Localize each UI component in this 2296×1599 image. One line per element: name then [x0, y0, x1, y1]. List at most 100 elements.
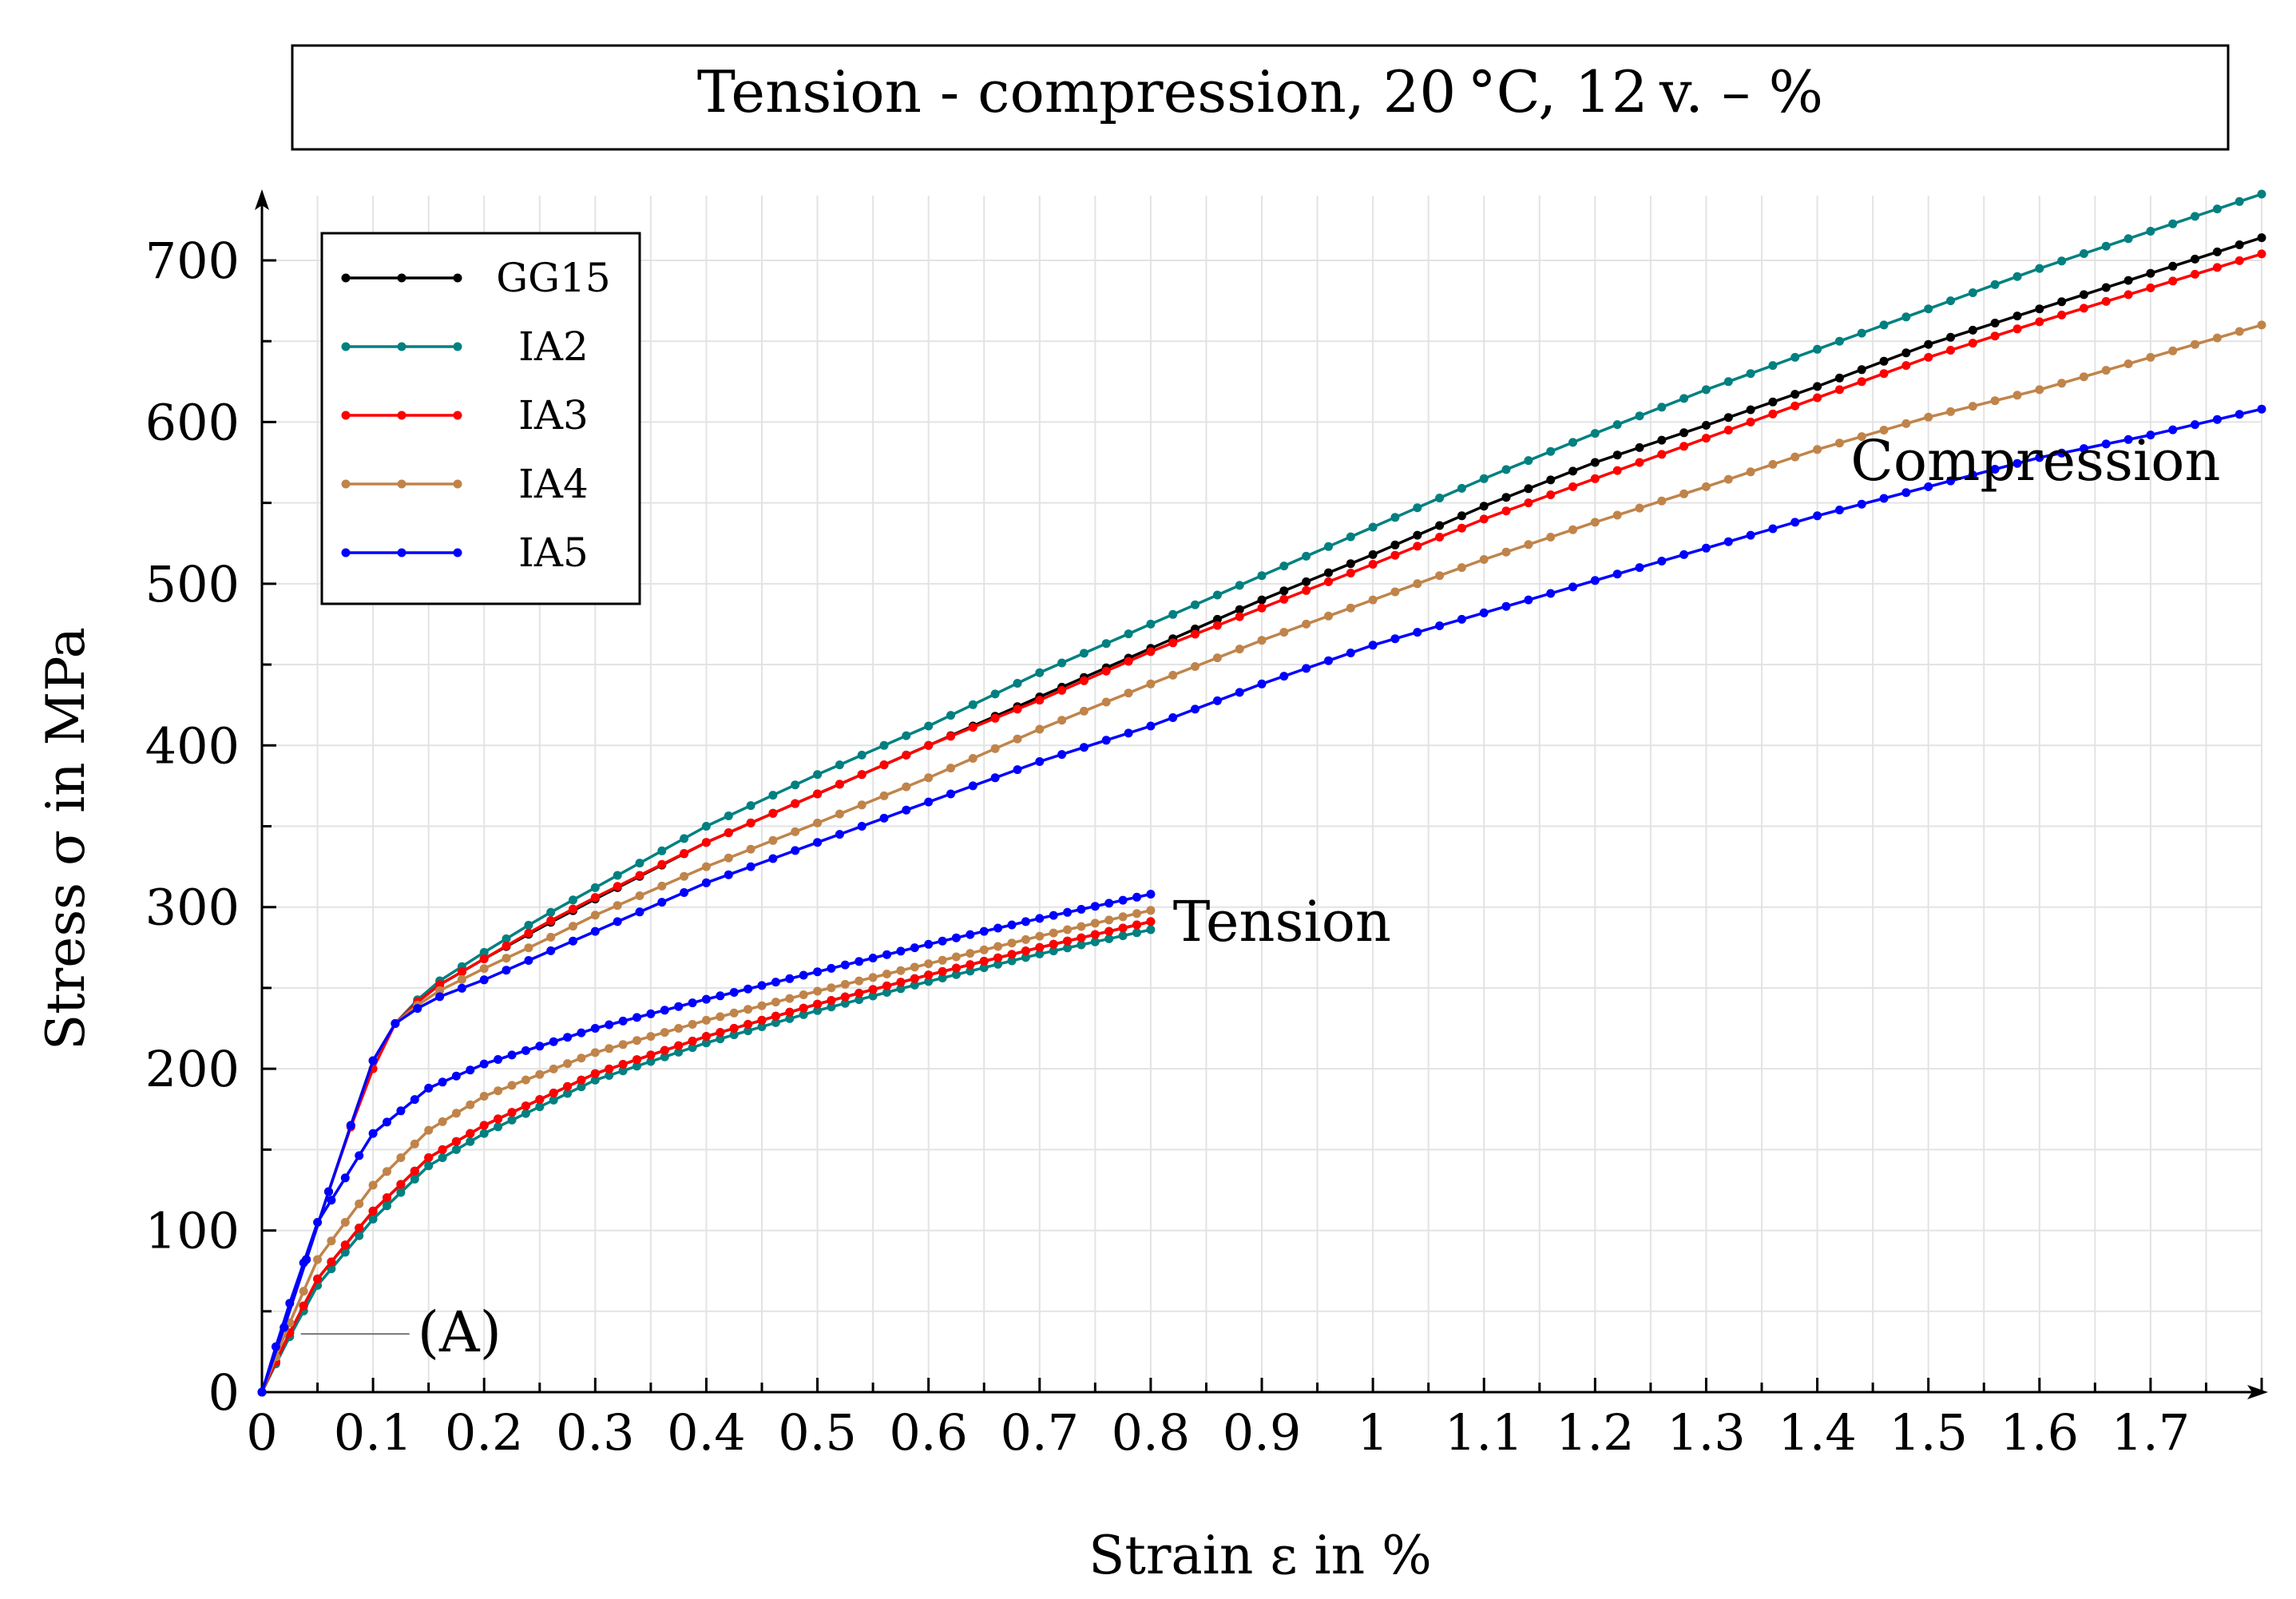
- data-point-ia5-compression: [1635, 563, 1644, 573]
- data-point-gg15-compression: [2168, 261, 2178, 271]
- data-point-ia2-compression: [1013, 679, 1022, 688]
- data-point-gg15-compression: [2146, 268, 2155, 278]
- x-tick-label: 0.8: [1112, 1403, 1191, 1462]
- data-point-ia3-compression: [724, 828, 733, 838]
- data-point-ia5-tension: [1035, 914, 1045, 923]
- data-point-ia2-compression: [1568, 438, 1577, 447]
- data-point-ia2-compression: [1413, 503, 1422, 513]
- data-point-ia5-tension: [271, 1342, 280, 1351]
- data-point-ia4-tension: [979, 945, 989, 954]
- data-point-ia3-tension: [1146, 917, 1156, 926]
- data-point-ia3-tension: [1007, 950, 1017, 959]
- data-point-ia5-compression: [946, 789, 955, 799]
- data-point-ia4-tension: [1090, 919, 1100, 928]
- data-point-ia5-compression: [1501, 601, 1511, 611]
- data-point-ia4-tension: [479, 1092, 489, 1101]
- data-point-ia3-compression: [990, 713, 1000, 723]
- data-point-ia3-tension: [993, 953, 1003, 962]
- data-point-ia3-compression: [1679, 442, 1689, 451]
- data-point-ia2-compression: [2035, 264, 2044, 273]
- data-point-ia2-compression: [813, 770, 823, 780]
- data-point-ia4-tension: [577, 1053, 586, 1063]
- data-point-ia5-compression: [2212, 415, 2222, 424]
- data-point-ia3-compression: [457, 967, 466, 977]
- data-point-ia3-compression: [657, 859, 667, 869]
- data-point-ia2-tension: [577, 1082, 586, 1092]
- data-point-ia3-compression: [924, 740, 934, 750]
- data-point-ia4-compression: [924, 773, 934, 783]
- data-point-ia3-compression: [1257, 603, 1267, 613]
- data-point-ia2-tension: [1035, 949, 1045, 958]
- data-point-ia5-tension: [688, 998, 697, 1008]
- data-point-ia4-compression: [657, 881, 667, 891]
- data-point-ia2-compression: [879, 740, 889, 750]
- legend-marker-ia3: [341, 411, 351, 420]
- data-point-ia4-compression: [768, 835, 778, 845]
- data-point-ia2-tension: [451, 1145, 461, 1154]
- data-point-ia2-tension: [1132, 928, 1141, 938]
- data-point-ia2-compression: [502, 934, 511, 943]
- legend-marker-gg15: [397, 273, 406, 283]
- x-tick-label: 1.7: [2112, 1403, 2191, 1462]
- y-tick-label: 400: [145, 716, 240, 775]
- y-tick-label: 700: [145, 232, 240, 290]
- data-point-ia2-compression: [1324, 542, 1333, 551]
- data-point-ia4-compression: [1279, 628, 1289, 637]
- data-point-ia3-tension: [410, 1166, 419, 1176]
- data-point-ia4-compression: [1657, 496, 1667, 506]
- legend-label-ia4: IA4: [518, 461, 589, 507]
- annotation-compression: Compression: [1850, 428, 2220, 494]
- data-point-ia3-compression: [1568, 482, 1577, 491]
- x-tick-label: 1.6: [2000, 1403, 2079, 1462]
- data-point-ia2-compression: [1368, 522, 1378, 532]
- data-point-ia3-compression: [1346, 569, 1355, 577]
- y-axis-arrow: [255, 189, 269, 210]
- data-point-ia2-tension: [424, 1161, 434, 1171]
- data-point-gg15-compression: [1857, 365, 1866, 375]
- data-point-ia5-compression: [1324, 656, 1333, 665]
- data-point-ia3-compression: [1990, 331, 2000, 341]
- data-point-ia2-compression: [1968, 288, 1977, 297]
- data-point-ia2-compression: [2079, 249, 2088, 258]
- data-point-ia5-compression: [1946, 476, 1955, 486]
- data-point-ia3-compression: [1324, 577, 1333, 586]
- data-point-ia5-compression: [879, 813, 889, 823]
- data-point-ia2-tension: [785, 1014, 795, 1023]
- data-point-ia2-compression: [1279, 561, 1289, 571]
- data-point-gg15-compression: [1413, 530, 1422, 540]
- y-tick-label: 500: [145, 555, 240, 613]
- data-point-ia5-tension: [424, 1083, 434, 1093]
- data-point-ia5-compression: [2146, 430, 2155, 440]
- data-point-ia5-compression: [1235, 688, 1244, 697]
- data-point-ia2-tension: [1021, 953, 1030, 962]
- data-point-ia3-tension: [1132, 920, 1141, 930]
- data-point-ia3-compression: [1790, 401, 1800, 411]
- data-point-ia3-tension: [744, 1020, 753, 1029]
- data-point-ia2-tension: [646, 1057, 656, 1066]
- data-point-ia3-tension: [840, 992, 850, 1002]
- y-axis-label: Stress σ in MPa: [35, 627, 97, 1050]
- data-point-ia3-compression: [1879, 369, 1889, 379]
- data-point-ia3-tension: [451, 1137, 461, 1146]
- data-point-ia2-tension: [355, 1231, 364, 1240]
- data-point-ia2-tension: [605, 1071, 614, 1080]
- data-point-ia5-tension: [285, 1299, 295, 1308]
- data-point-ia3-compression: [1657, 450, 1667, 459]
- data-point-ia5-tension: [257, 1387, 267, 1397]
- data-point-ia4-compression: [1390, 587, 1400, 597]
- data-point-ia2-compression: [1879, 320, 1889, 330]
- data-point-ia5-tension: [521, 1046, 530, 1055]
- data-point-ia2-compression: [968, 700, 977, 709]
- data-point-ia2-tension: [729, 1030, 739, 1040]
- data-point-ia3-tension: [466, 1129, 475, 1138]
- data-point-ia5-compression: [1990, 465, 2000, 474]
- data-point-ia4-compression: [2212, 333, 2222, 343]
- data-point-ia2-compression: [1168, 609, 1178, 619]
- legend-marker-gg15: [453, 273, 462, 283]
- data-point-ia2-compression: [613, 871, 622, 880]
- data-point-ia5-compression: [2101, 439, 2111, 449]
- data-point-ia2-tension: [632, 1061, 641, 1071]
- data-point-ia5-tension: [855, 957, 864, 966]
- data-point-ia5-tension: [327, 1196, 336, 1205]
- legend-marker-ia3: [397, 411, 406, 420]
